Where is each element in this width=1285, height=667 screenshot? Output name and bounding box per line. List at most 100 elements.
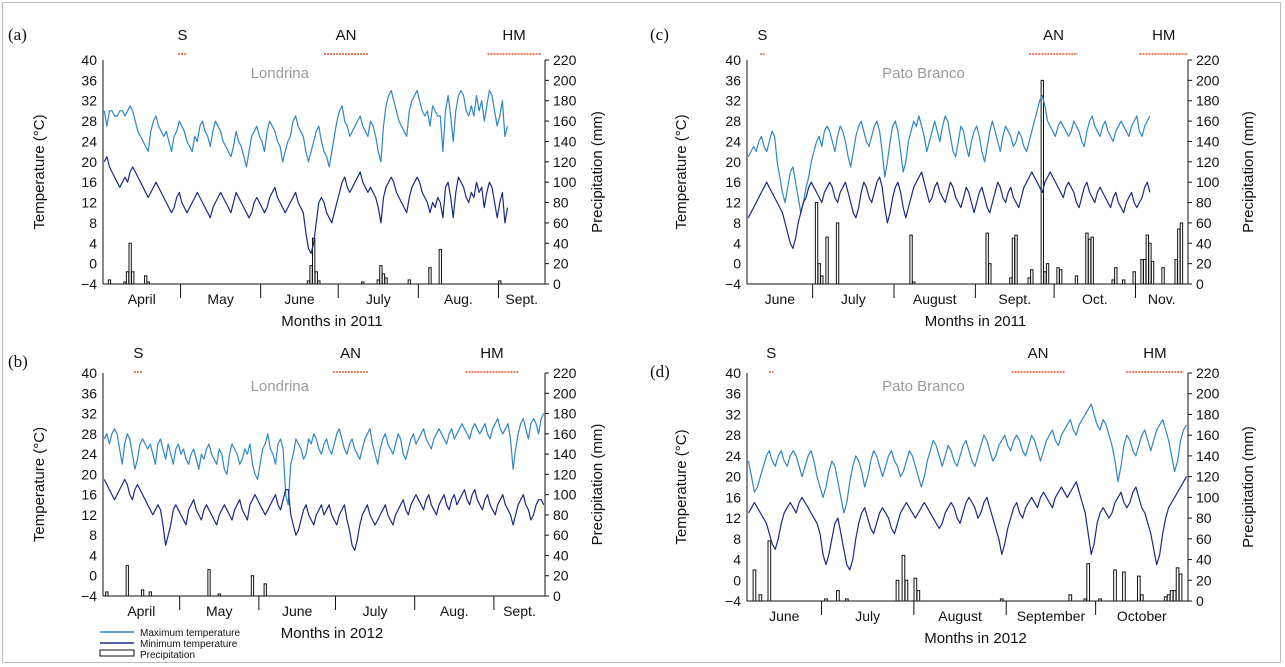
precip-bar [125, 565, 129, 597]
y2-axis-title: Precipitation (mm) [1240, 426, 1257, 548]
y2-tick-label: 60 [1196, 531, 1212, 547]
y-tick-label: 40 [81, 365, 97, 381]
precip-bar [1140, 259, 1144, 285]
y2-tick-label: 40 [553, 547, 569, 563]
y-tick-label: 36 [81, 72, 97, 88]
precip-bar [1011, 237, 1016, 285]
y2-tick-label: 180 [553, 406, 577, 422]
y2-tick-label: 0 [1196, 276, 1204, 292]
tmin-line [103, 156, 509, 255]
y-tick-label: 0 [89, 256, 97, 272]
tmax-line [747, 403, 1188, 514]
stage-label-hm: HM [1143, 345, 1166, 362]
x-axis-title: Months in 2011 [925, 313, 1026, 330]
precip-bar [125, 271, 130, 285]
y-axis-title: Temperature (°C) [673, 114, 690, 229]
precip-bar [1163, 596, 1168, 602]
month-label: Aug. [440, 603, 469, 619]
y-tick-label: 24 [725, 448, 741, 464]
precip-bar [1074, 275, 1079, 285]
y2-tick-label: 220 [553, 52, 577, 68]
precip-bar [143, 275, 148, 285]
y2-tick-label: 40 [1196, 235, 1212, 251]
month-label: July [841, 291, 866, 307]
precip-bar [1087, 238, 1092, 285]
y-tick-label: 4 [733, 235, 741, 251]
precip-bar [1030, 269, 1034, 285]
precip-bar [904, 579, 909, 602]
y2-tick-label: 140 [553, 446, 577, 462]
x-axis-title: Months in 2011 [281, 313, 382, 330]
month-label: September [1017, 608, 1086, 624]
precip-bar [1150, 261, 1155, 285]
precip-bar [1174, 259, 1178, 285]
precip-bar [314, 271, 318, 285]
precip-bar [820, 275, 824, 285]
precip-bar [1143, 259, 1147, 285]
y-tick-label: 4 [89, 235, 97, 251]
precip-bar [1086, 563, 1091, 602]
y-tick-label: 36 [725, 386, 741, 402]
month-label: June [282, 603, 313, 619]
precip-bar [1166, 594, 1171, 602]
precip-bar [317, 280, 321, 285]
y2-tick-label: 100 [1196, 174, 1220, 190]
precip-bar [1179, 222, 1184, 285]
y-tick-label: 40 [81, 52, 97, 68]
precip-bar [988, 263, 992, 285]
y-tick-label: 40 [725, 52, 741, 68]
precip-bar [1059, 269, 1063, 285]
precip-bar [909, 234, 913, 285]
y2-tick-label: 20 [1196, 572, 1212, 588]
y-tick-label: 24 [725, 133, 741, 149]
y-tick-label: 28 [725, 427, 741, 443]
y-tick-label: −4 [81, 588, 97, 604]
y2-tick-label: 0 [1196, 593, 1204, 609]
precip-bar [1122, 571, 1126, 602]
y-tick-label: 12 [81, 507, 97, 523]
month-label: Nov. [1148, 291, 1176, 307]
y2-tick-label: 80 [1196, 195, 1212, 211]
precip-bar [1136, 575, 1141, 602]
y-tick-label: 32 [81, 93, 97, 109]
precip-bar [1114, 267, 1118, 285]
y2-tick-label: 80 [553, 507, 569, 523]
precip-bar [1085, 232, 1089, 285]
y-axis-title: Temperature (°C) [31, 427, 48, 542]
precip-bar [379, 265, 383, 285]
precip-bar [895, 579, 900, 602]
precip-bar [1043, 271, 1047, 285]
y-tick-label: 8 [733, 215, 741, 231]
panel-letter: (a) [8, 25, 27, 44]
precip-bar [107, 279, 112, 285]
precip-bar [376, 279, 380, 285]
y2-tick-label: 160 [1196, 113, 1220, 129]
tmin-line [747, 171, 1151, 249]
precip-bar [901, 554, 906, 602]
precip-bar [913, 577, 918, 602]
y-tick-label: 4 [733, 552, 741, 568]
precip-bar [1122, 279, 1126, 285]
precip-bar [1172, 590, 1177, 602]
legend-precip-label: Precipitation [140, 650, 195, 661]
precip-bar [814, 202, 819, 285]
precip-bar [752, 569, 757, 602]
precip-bar [263, 583, 267, 597]
y2-tick-label: 140 [553, 133, 577, 149]
precip-bar [1139, 594, 1144, 602]
precip-bar [1145, 234, 1149, 285]
y-tick-label: 16 [81, 174, 97, 190]
precip-bar [428, 267, 432, 285]
y-tick-label: 36 [81, 385, 97, 401]
tmax-line [103, 89, 509, 168]
y2-tick-label: 200 [1196, 386, 1220, 402]
precip-bar [381, 273, 386, 285]
stage-label-hm: HM [480, 345, 503, 362]
y2-axis-title: Precipitation (mm) [589, 424, 606, 546]
precip-bar [817, 263, 821, 285]
precip-bar [1009, 277, 1013, 285]
y2-tick-label: 20 [553, 568, 569, 584]
